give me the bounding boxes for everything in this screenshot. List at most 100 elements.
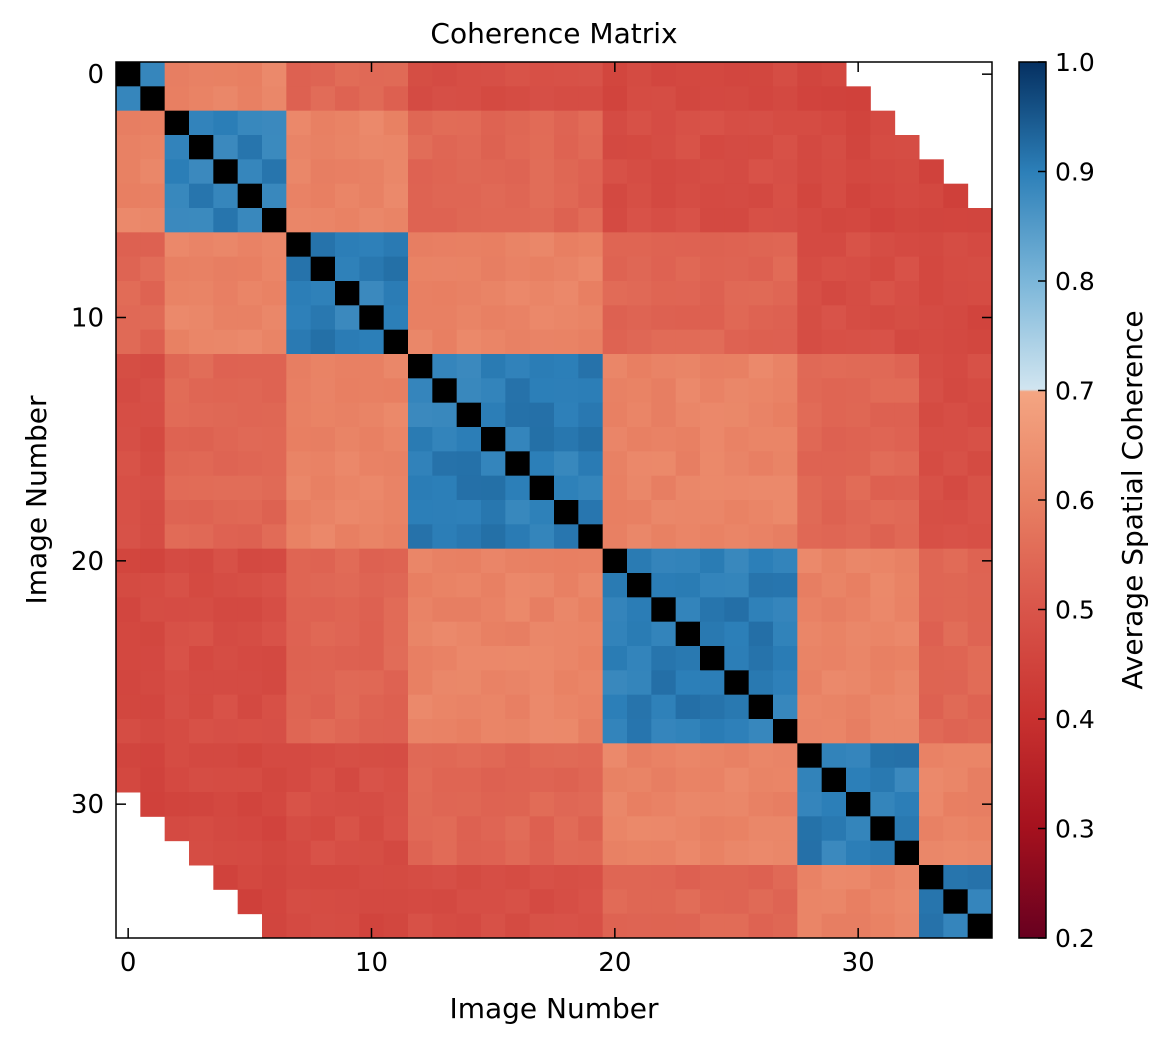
colorbar-ticks: 0.2 0.3 0.4 0.5 0.6 0.7 0.8 0.9 1.0 [1038, 48, 1095, 953]
heatmap-cell [481, 329, 506, 355]
heatmap-cell [481, 232, 506, 258]
heatmap-cell [724, 135, 750, 160]
heatmap-cell [651, 694, 677, 720]
heatmap-cell [359, 524, 385, 550]
heatmap-cell [164, 743, 190, 769]
heatmap-cell [846, 719, 871, 744]
heatmap-cell [846, 305, 871, 331]
heatmap-cell [432, 281, 458, 306]
heatmap-cell [383, 183, 409, 209]
heatmap-cell [140, 524, 166, 550]
heatmap-cell [116, 597, 141, 623]
heatmap-cell [578, 621, 604, 647]
heatmap-cell [578, 743, 604, 769]
heatmap-cell [505, 816, 531, 842]
heatmap-cell [140, 208, 166, 233]
heatmap-cell [213, 354, 239, 379]
heatmap-cell [651, 719, 677, 744]
heatmap-cell [383, 597, 409, 623]
heatmap-cell [943, 719, 969, 744]
heatmap-cell [481, 110, 506, 136]
heatmap-cell [432, 719, 458, 744]
heatmap-cell [651, 402, 677, 428]
heatmap-cell [213, 402, 239, 428]
heatmap-cell [846, 865, 871, 890]
heatmap-cell [748, 159, 774, 185]
heatmap-cell [189, 208, 214, 233]
heatmap-cell [164, 329, 190, 355]
heatmap-cell [432, 475, 458, 501]
heatmap-cell [505, 646, 531, 671]
heatmap-cell [505, 451, 531, 477]
heatmap-cell [164, 281, 190, 306]
heatmap-cell [335, 354, 360, 379]
heatmap-cell [675, 135, 701, 160]
heatmap-cell [140, 719, 166, 744]
heatmap-cell [456, 524, 482, 550]
heatmap-cell [140, 743, 166, 769]
heatmap-cell [310, 573, 336, 598]
heatmap-cell [554, 621, 579, 647]
heatmap-cell [700, 305, 725, 331]
heatmap-cell [456, 719, 482, 744]
heatmap-cell [335, 913, 360, 939]
heatmap-cell [116, 694, 141, 720]
heatmap-cell [529, 646, 555, 671]
heatmap-cell [310, 719, 336, 744]
heatmap-cell [894, 329, 920, 355]
heatmap-cell [919, 889, 944, 915]
heatmap-cell [164, 646, 190, 671]
heatmap-cell [213, 427, 239, 452]
heatmap-cell [700, 670, 725, 696]
heatmap-cell [189, 719, 214, 744]
heatmap-cell [700, 329, 725, 355]
heatmap-cell [140, 670, 166, 696]
heatmap-cell [335, 816, 360, 842]
heatmap-cell [140, 354, 166, 379]
heatmap-cell [408, 548, 433, 574]
heatmap-cell [286, 500, 312, 525]
heatmap-cell [529, 573, 555, 598]
heatmap-cell [821, 135, 847, 160]
heatmap-cell [821, 816, 847, 842]
heatmap-cell [262, 86, 287, 112]
heatmap-cells [116, 62, 993, 939]
heatmap-cell [456, 62, 482, 87]
heatmap-cell [237, 305, 263, 331]
heatmap-cell [554, 524, 579, 550]
heatmap-cell [748, 402, 774, 428]
heatmap-cell [408, 719, 433, 744]
heatmap-cell [894, 183, 920, 209]
heatmap-cell [383, 621, 409, 647]
heatmap-cell [967, 500, 993, 525]
heatmap-cell [189, 329, 214, 355]
heatmap-cell [602, 451, 628, 477]
heatmap-cell [821, 354, 847, 379]
heatmap-cell [700, 646, 725, 671]
heatmap-cell [116, 500, 141, 525]
heatmap-cell [481, 281, 506, 306]
heatmap-cell [335, 281, 360, 306]
heatmap-cell [164, 767, 190, 793]
heatmap-cell [529, 792, 555, 817]
heatmap-cell [213, 792, 239, 817]
heatmap-cell [237, 792, 263, 817]
heatmap-cell [164, 475, 190, 501]
heatmap-cell [651, 524, 677, 550]
heatmap-cell [189, 427, 214, 452]
heatmap-cell [140, 597, 166, 623]
heatmap-cell [724, 524, 750, 550]
heatmap-cell [846, 183, 871, 209]
colorbar-tick-label: 0.3 [1055, 815, 1095, 844]
heatmap-cell [189, 305, 214, 331]
heatmap-cell [383, 816, 409, 842]
heatmap-cell [602, 524, 628, 550]
heatmap-cell [894, 816, 920, 842]
heatmap-cell [529, 402, 555, 428]
heatmap-cell [724, 865, 750, 890]
heatmap-cell [894, 767, 920, 793]
heatmap-cell [554, 573, 579, 598]
heatmap-cell [894, 159, 920, 185]
heatmap-cell [578, 475, 604, 501]
heatmap-cell [554, 62, 579, 87]
